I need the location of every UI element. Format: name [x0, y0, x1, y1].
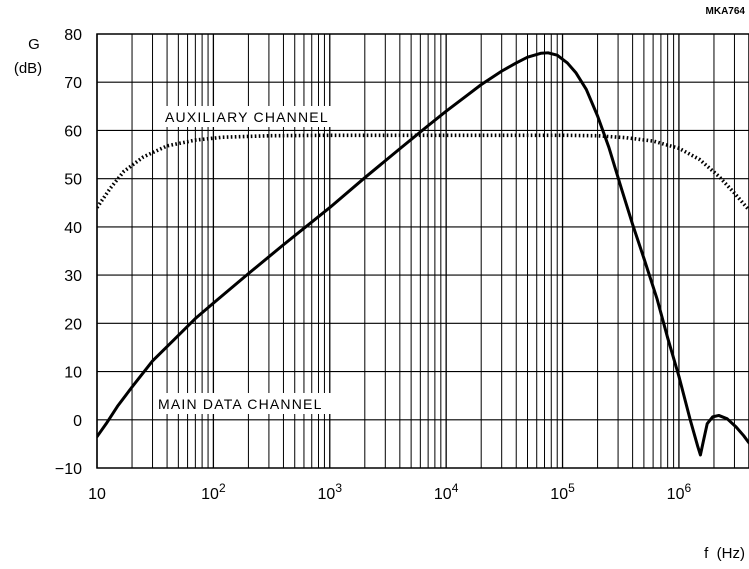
y-tick-label: −10 [55, 461, 82, 478]
series-labels: AUXILIARY CHANNEL MAIN DATA CHANNEL [154, 106, 358, 414]
auxiliary-channel-label: AUXILIARY CHANNEL [165, 109, 329, 125]
x-axis-label: f (Hz) [704, 545, 745, 562]
y-tick-label: 0 [73, 413, 82, 430]
x-tick-label: 104 [434, 481, 459, 503]
x-tick-label: 10 [88, 486, 106, 503]
auxiliary-channel-line [97, 133, 749, 212]
x-tick-label: 102 [201, 481, 226, 503]
y-tick-label: 60 [64, 123, 82, 140]
main-data-channel-line [97, 51, 749, 457]
y-axis-label-unit: (dB) [14, 60, 42, 77]
y-tick-label: 30 [64, 268, 82, 285]
x-tick-label: 105 [550, 481, 575, 503]
y-tick-label: 20 [64, 316, 82, 333]
y-tick-label: 40 [64, 220, 82, 237]
x-tick-label: 106 [667, 481, 692, 503]
y-tick-label: 80 [64, 27, 82, 44]
x-tick-label: 103 [318, 481, 343, 503]
y-tick-label: 70 [64, 75, 82, 92]
y-axis-label-symbol: G [28, 36, 40, 53]
main-data-channel-label-bg [154, 393, 351, 414]
auxiliary-channel-label-bg [161, 106, 358, 127]
y-tick-label: 50 [64, 172, 82, 189]
y-tick-label: 10 [64, 365, 82, 382]
figure-code: MKA764 [706, 6, 746, 17]
main-data-channel-label: MAIN DATA CHANNEL [158, 396, 323, 412]
axes: 80 70 60 50 40 30 20 10 0 −10 10 102 103 104 105 106 [55, 27, 749, 503]
series-lines [97, 51, 749, 457]
plot-frame [96, 33, 749, 469]
